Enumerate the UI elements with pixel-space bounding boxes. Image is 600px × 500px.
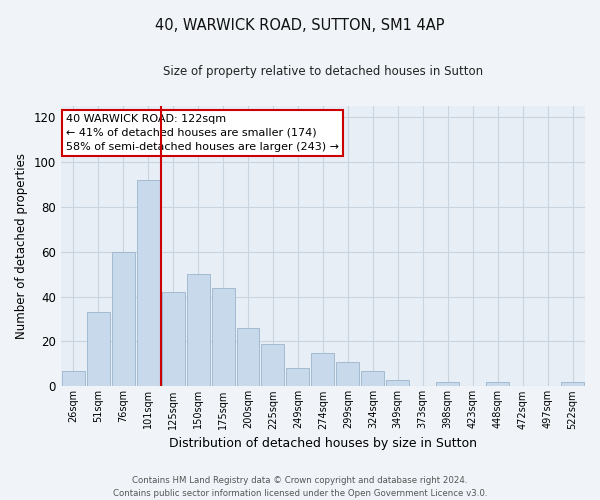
Text: Contains HM Land Registry data © Crown copyright and database right 2024.
Contai: Contains HM Land Registry data © Crown c…	[113, 476, 487, 498]
Bar	[87, 312, 110, 386]
Bar	[62, 370, 85, 386]
Bar	[112, 252, 134, 386]
Bar	[386, 380, 409, 386]
Bar	[236, 328, 259, 386]
Bar	[137, 180, 160, 386]
Bar	[187, 274, 209, 386]
Bar	[262, 344, 284, 386]
X-axis label: Distribution of detached houses by size in Sutton: Distribution of detached houses by size …	[169, 437, 477, 450]
Bar	[212, 288, 235, 386]
Bar	[436, 382, 459, 386]
Bar	[286, 368, 310, 386]
Text: 40 WARWICK ROAD: 122sqm
← 41% of detached houses are smaller (174)
58% of semi-d: 40 WARWICK ROAD: 122sqm ← 41% of detache…	[66, 114, 339, 152]
Bar	[486, 382, 509, 386]
Bar	[161, 292, 185, 386]
Bar	[361, 370, 385, 386]
Bar	[561, 382, 584, 386]
Title: Size of property relative to detached houses in Sutton: Size of property relative to detached ho…	[163, 65, 483, 78]
Y-axis label: Number of detached properties: Number of detached properties	[15, 153, 28, 339]
Bar	[311, 352, 334, 386]
Text: 40, WARWICK ROAD, SUTTON, SM1 4AP: 40, WARWICK ROAD, SUTTON, SM1 4AP	[155, 18, 445, 32]
Bar	[337, 362, 359, 386]
